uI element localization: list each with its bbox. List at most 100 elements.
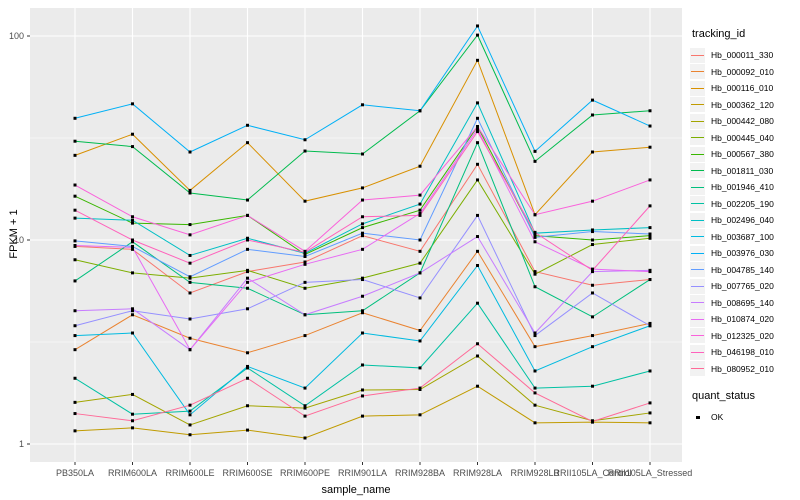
legend-key — [690, 245, 705, 261]
y-tick-label: 100 — [9, 31, 24, 41]
legend-key — [690, 97, 705, 113]
x-tick-label: PB350LA — [56, 468, 94, 478]
x-tick-label: RRIM928LB — [510, 468, 559, 478]
series-color-line-icon — [691, 302, 704, 304]
legend-item-label: Hb_003687_100 — [711, 231, 774, 242]
legend-item[interactable]: Hb_003976_030 — [690, 245, 800, 262]
legend-item[interactable]: Hb_010874_020 — [690, 311, 800, 328]
legend-item-label: Hb_000362_120 — [711, 99, 774, 110]
legend-key — [690, 80, 705, 96]
legend-item[interactable]: Hb_000116_010 — [690, 80, 800, 97]
series-color-line-icon — [691, 137, 704, 139]
legend-key — [690, 47, 705, 63]
legend-item-label: Hb_002205_190 — [711, 198, 774, 209]
x-tick-label: RRIM600LE — [165, 468, 214, 478]
series-points[interactable] — [73, 342, 652, 423]
x-axis-title: sample_name — [321, 484, 391, 496]
x-tick-label: RRII105LA_Stressed — [608, 468, 693, 478]
legend-key — [690, 262, 705, 278]
legend-item-label: Hb_003976_030 — [711, 248, 774, 259]
legend-item-label: Hb_000442_080 — [711, 116, 774, 127]
legend-item-label: Hb_004785_140 — [711, 264, 774, 275]
legend-key — [690, 311, 705, 327]
series-color-line-icon — [691, 104, 704, 106]
legend-item-label: Hb_007765_020 — [711, 281, 774, 292]
legend-title-tracking-id: tracking_id — [692, 28, 746, 40]
legend-item[interactable]: Hb_046198_010 — [690, 344, 800, 361]
legend-item[interactable]: Hb_000011_330 — [690, 47, 800, 64]
legend-item[interactable]: Hb_003687_100 — [690, 229, 800, 246]
legend-item[interactable]: Hb_000445_040 — [690, 130, 800, 147]
series-points[interactable] — [73, 130, 652, 272]
legend-item[interactable]: Hb_001946_410 — [690, 179, 800, 196]
quant-ok-key — [690, 409, 705, 425]
legend-item-label: Hb_000092_010 — [711, 66, 774, 77]
series-color-line-icon — [691, 120, 704, 122]
x-tick-label: RRII105LA_Control — [553, 468, 631, 478]
legend-item-label: Hb_001946_410 — [711, 182, 774, 193]
legend-item[interactable]: Hb_008695_140 — [690, 295, 800, 312]
x-tick-label: RRIM928LA — [453, 468, 502, 478]
legend-item-label: Hb_080952_010 — [711, 363, 774, 374]
legend-item[interactable]: Hb_080952_010 — [690, 361, 800, 378]
legend-item-label: Hb_046198_010 — [711, 347, 774, 358]
legend-item-label: Hb_000011_330 — [711, 50, 774, 61]
legend-key — [690, 113, 705, 129]
legend-item[interactable]: Hb_000567_380 — [690, 146, 800, 163]
y-axis-title: FPKM + 1 — [8, 209, 20, 259]
legend-key — [690, 146, 705, 162]
legend-item[interactable]: Hb_002205_190 — [690, 196, 800, 213]
legend-item[interactable]: Hb_000442_080 — [690, 113, 800, 130]
legend-item[interactable]: Hb_012325_020 — [690, 328, 800, 345]
legend-item-label: Hb_000567_380 — [711, 149, 774, 160]
x-tick-label: RRIM600SE — [222, 468, 272, 478]
series-color-line-icon — [691, 318, 704, 320]
series-color-line-icon — [691, 170, 704, 172]
legend-item-label: Hb_000445_040 — [711, 132, 774, 143]
legend-item-label: Hb_001811_030 — [711, 165, 774, 176]
legend-key — [690, 196, 705, 212]
legend-title-quant-status: quant_status — [692, 390, 755, 402]
series-color-line-icon — [691, 153, 704, 155]
x-tick-label: RRIM600LA — [108, 468, 157, 478]
legend-key — [690, 163, 705, 179]
x-tick-label: RRIM600PE — [280, 468, 330, 478]
series-color-line-icon — [691, 285, 704, 287]
series-points[interactable] — [73, 24, 652, 154]
legend-item[interactable]: Hb_004785_140 — [690, 262, 800, 279]
legend: tracking_id Hb_000011_330 Hb_000092_010 Hb… — [690, 28, 800, 426]
legend-key — [690, 344, 705, 360]
legend-item[interactable]: Hb_000362_120 — [690, 97, 800, 114]
legend-item-label: OK — [711, 412, 724, 423]
tracking-id-legend-items: Hb_000011_330 Hb_000092_010 Hb_000116_010 H… — [690, 47, 800, 377]
series-color-line-icon — [691, 219, 704, 221]
legend-item[interactable]: Hb_007765_020 — [690, 278, 800, 295]
series-color-line-icon — [691, 186, 704, 188]
series-points[interactable] — [73, 249, 652, 355]
series-color-line-icon — [691, 335, 704, 337]
quant-status-legend: quant_status OK — [690, 390, 800, 426]
legend-item-label: Hb_012325_020 — [711, 330, 774, 341]
y-tick-label: 10 — [14, 235, 24, 245]
legend-key — [690, 212, 705, 228]
series-color-line-icon — [691, 87, 704, 89]
black-square-point-icon — [696, 415, 700, 420]
legend-item[interactable]: Hb_001811_030 — [690, 163, 800, 180]
legend-key — [690, 229, 705, 245]
legend-item-label: Hb_008695_140 — [711, 297, 774, 308]
series-color-line-icon — [691, 269, 704, 271]
series-color-line-icon — [691, 203, 704, 205]
legend-key — [690, 361, 705, 377]
series-points[interactable] — [73, 58, 652, 217]
y-tick-label: 1 — [19, 439, 24, 449]
legend-key — [690, 179, 705, 195]
legend-key — [690, 64, 705, 80]
legend-item[interactable]: Hb_000092_010 — [690, 64, 800, 81]
legend-key — [690, 295, 705, 311]
x-tick-label: RRIM901LA — [338, 468, 387, 478]
x-tick-label: RRIM928BA — [395, 468, 445, 478]
legend-item[interactable]: Hb_002496_040 — [690, 212, 800, 229]
series-points[interactable] — [73, 213, 652, 338]
